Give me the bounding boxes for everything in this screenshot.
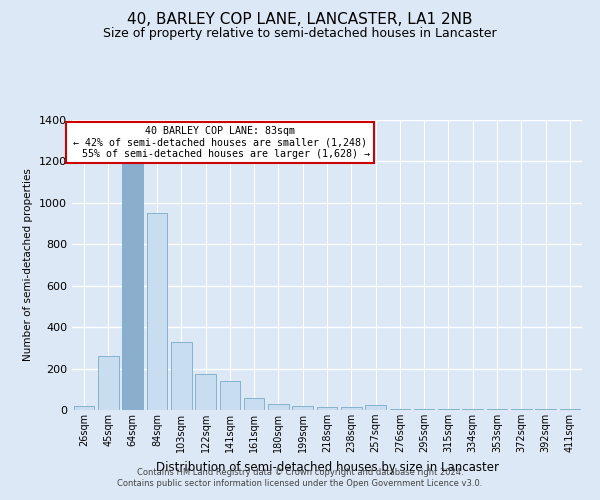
Text: Contains HM Land Registry data © Crown copyright and database right 2024.
Contai: Contains HM Land Registry data © Crown c… [118,468,482,487]
Bar [244,398,265,410]
Bar [535,409,556,410]
Bar [122,147,143,410]
Bar [317,407,337,410]
Text: Size of property relative to semi-detached houses in Lancaster: Size of property relative to semi-detach… [103,28,497,40]
Bar [365,405,386,410]
Bar [268,404,289,410]
Bar [341,407,362,410]
Bar [487,409,508,410]
Bar [438,409,459,410]
Bar [171,342,191,410]
Bar [195,374,216,410]
Y-axis label: Number of semi-detached properties: Number of semi-detached properties [23,168,34,362]
Bar [146,213,167,410]
Bar [98,356,119,410]
Text: 40, BARLEY COP LANE, LANCASTER, LA1 2NB: 40, BARLEY COP LANE, LANCASTER, LA1 2NB [127,12,473,28]
Bar [414,409,434,410]
Bar [463,409,483,410]
Bar [511,409,532,410]
Bar [74,406,94,410]
Bar [389,409,410,410]
Bar [292,406,313,410]
X-axis label: Distribution of semi-detached houses by size in Lancaster: Distribution of semi-detached houses by … [155,460,499,473]
Bar [560,409,580,410]
Bar [220,381,240,410]
Text: 40 BARLEY COP LANE: 83sqm
← 42% of semi-detached houses are smaller (1,248)
  55: 40 BARLEY COP LANE: 83sqm ← 42% of semi-… [70,126,370,159]
